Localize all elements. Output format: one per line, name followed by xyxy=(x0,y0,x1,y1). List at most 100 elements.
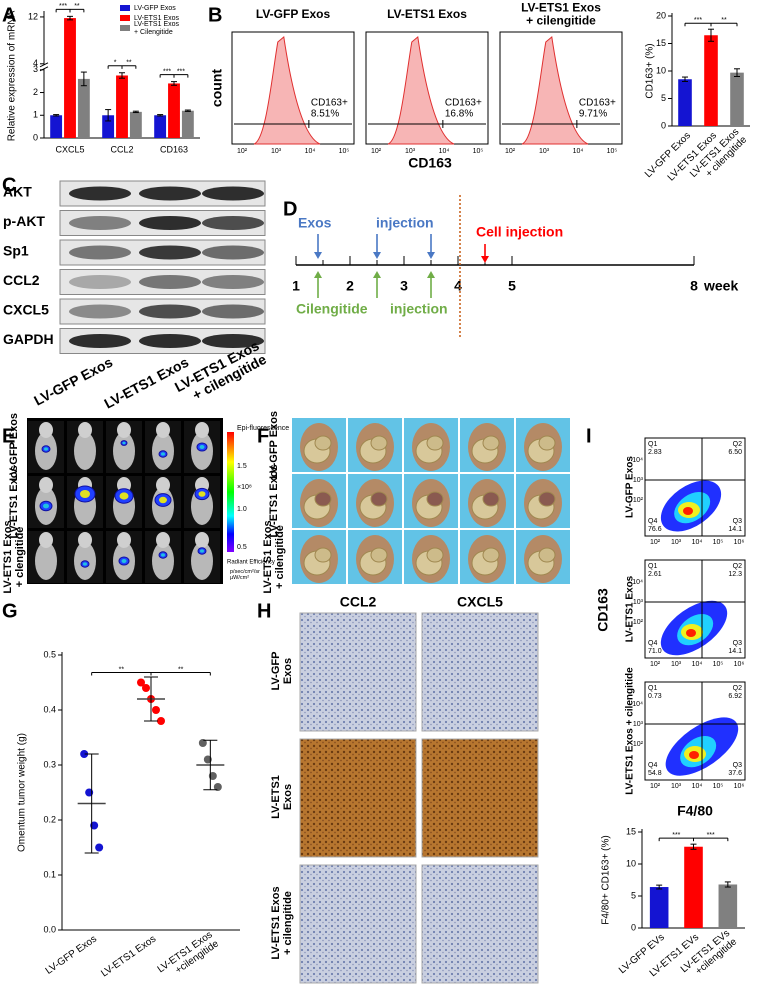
quadrant-value: 2.83 xyxy=(648,449,662,456)
x-tick-label: 10⁴ xyxy=(692,539,703,546)
bar xyxy=(102,115,115,138)
significance-label: *** xyxy=(707,832,715,839)
mouse-head xyxy=(156,422,170,438)
x-tick-label: 10² xyxy=(650,783,661,790)
quadrant-name: Q2 xyxy=(733,441,742,448)
histogram-peak xyxy=(387,36,455,145)
cilengitide-arrow-head xyxy=(314,271,322,278)
blot-band xyxy=(69,275,131,289)
y-axis-label: F4/80+ CD163+ (%) xyxy=(601,835,612,925)
intestine xyxy=(370,491,388,507)
intestine xyxy=(538,435,556,451)
quadrant-value: 12.3 xyxy=(728,571,742,578)
quadrant-name: Q1 xyxy=(648,563,657,570)
week-label: 4 xyxy=(454,278,462,294)
data-point xyxy=(198,739,207,747)
y-tick-label: 10 xyxy=(656,65,666,75)
y-tick-label: 0.4 xyxy=(43,704,56,714)
signal-inner xyxy=(200,549,204,553)
colorbar-label: Radiant Efficiency xyxy=(227,560,275,566)
blot-band xyxy=(139,304,201,319)
x-tick-label: CXCL5 xyxy=(55,144,84,154)
x-tick-label: 10⁴ xyxy=(439,148,450,155)
quadrant-value: 6.92 xyxy=(728,693,742,700)
data-point xyxy=(152,706,160,714)
bar xyxy=(77,78,90,138)
legend-swatch xyxy=(120,25,130,31)
panel-label: B xyxy=(208,4,222,26)
ihc-image xyxy=(421,864,539,984)
gate-label: CD163+ 9.71% xyxy=(579,97,616,119)
colorbar-units: p/sec/cm²/sr µW/cm² xyxy=(230,569,260,581)
cell-injection-arrow-head xyxy=(481,256,489,263)
data-point xyxy=(157,717,165,725)
bar xyxy=(730,72,744,126)
quadrant-value: 54.8 xyxy=(648,770,662,777)
quadrant-value: 71.0 xyxy=(648,648,662,655)
blot-band xyxy=(202,304,264,319)
x-tick-label: 10³ xyxy=(271,148,282,155)
row-label: LV-ETS1 Exos xyxy=(8,465,20,538)
bar xyxy=(718,884,738,928)
quadrant-value: 76.6 xyxy=(648,526,662,533)
quadrant-name: Q1 xyxy=(648,685,657,692)
panel-label: H xyxy=(257,600,271,622)
y-tick-label: 1 xyxy=(33,110,38,120)
y-tick-label: 10⁴ xyxy=(632,457,643,464)
histogram-title: LV-ETS1 Exos + cilengitide xyxy=(521,1,601,28)
y-tick-label: 5 xyxy=(631,890,636,900)
quadrant-name: Q3 xyxy=(733,640,742,647)
y-tick-label: 15 xyxy=(656,38,666,48)
exos-arrow-head xyxy=(427,252,435,259)
y-tick-label: 0.1 xyxy=(43,869,56,879)
data-point xyxy=(80,750,89,758)
blot-band xyxy=(69,216,131,230)
quadrant-name: Q4 xyxy=(648,762,657,769)
quadrant-value: 14.1 xyxy=(728,648,742,655)
x-tick-label: LV-ETS1 EVs+cilengitide xyxy=(679,927,740,983)
quadrant-name: Q2 xyxy=(733,685,742,692)
signal-inner xyxy=(43,503,49,509)
x-tick-label: 10³ xyxy=(671,539,682,546)
significance-label: * xyxy=(114,60,117,67)
colorbar-tick: 0.5 xyxy=(237,544,247,551)
ihc-image xyxy=(421,738,539,858)
blot-band xyxy=(69,245,131,260)
week-unit: week xyxy=(703,278,738,294)
x-tick-label: 10⁴ xyxy=(692,783,703,790)
legend-label: LV-GFP Exos xyxy=(134,5,176,12)
blot-band xyxy=(202,334,264,348)
mouse-head xyxy=(195,532,209,548)
blot-band xyxy=(139,334,201,348)
intestine xyxy=(426,491,444,507)
intestine xyxy=(426,547,444,563)
exos-arrow-head xyxy=(373,252,381,259)
significance-label: *** xyxy=(672,832,680,839)
histogram-peak xyxy=(521,36,589,145)
density-red xyxy=(689,751,699,759)
intestine xyxy=(482,547,500,563)
quadrant-value: 6.50 xyxy=(728,449,742,456)
cell-injection-text: Cell injection xyxy=(476,224,563,240)
y-tick-label: 5 xyxy=(661,93,666,103)
density-red xyxy=(686,629,696,637)
y-tick-label: 0 xyxy=(33,132,38,142)
panel-label: F xyxy=(257,425,269,447)
x-tick-label: CCL2 xyxy=(110,144,133,154)
y-tick-label: 0.2 xyxy=(43,814,56,824)
significance-label: *** xyxy=(59,3,67,10)
histogram-peak xyxy=(253,36,321,145)
signal-inner xyxy=(161,553,165,557)
x-tick-label: 10³ xyxy=(671,661,682,668)
mouse-head xyxy=(39,422,53,438)
colorbar xyxy=(227,432,234,552)
intestine xyxy=(314,435,332,451)
blot-band xyxy=(139,186,201,201)
mouse-head xyxy=(156,477,170,493)
y-axis-label: CD163 xyxy=(595,588,611,632)
exos-text: Exos xyxy=(298,215,332,231)
blot-label: p-AKT xyxy=(3,213,45,229)
x-tick-label: LV-ETS1 Exos xyxy=(99,934,158,980)
data-point xyxy=(95,843,104,852)
panel-label: I xyxy=(586,425,592,447)
